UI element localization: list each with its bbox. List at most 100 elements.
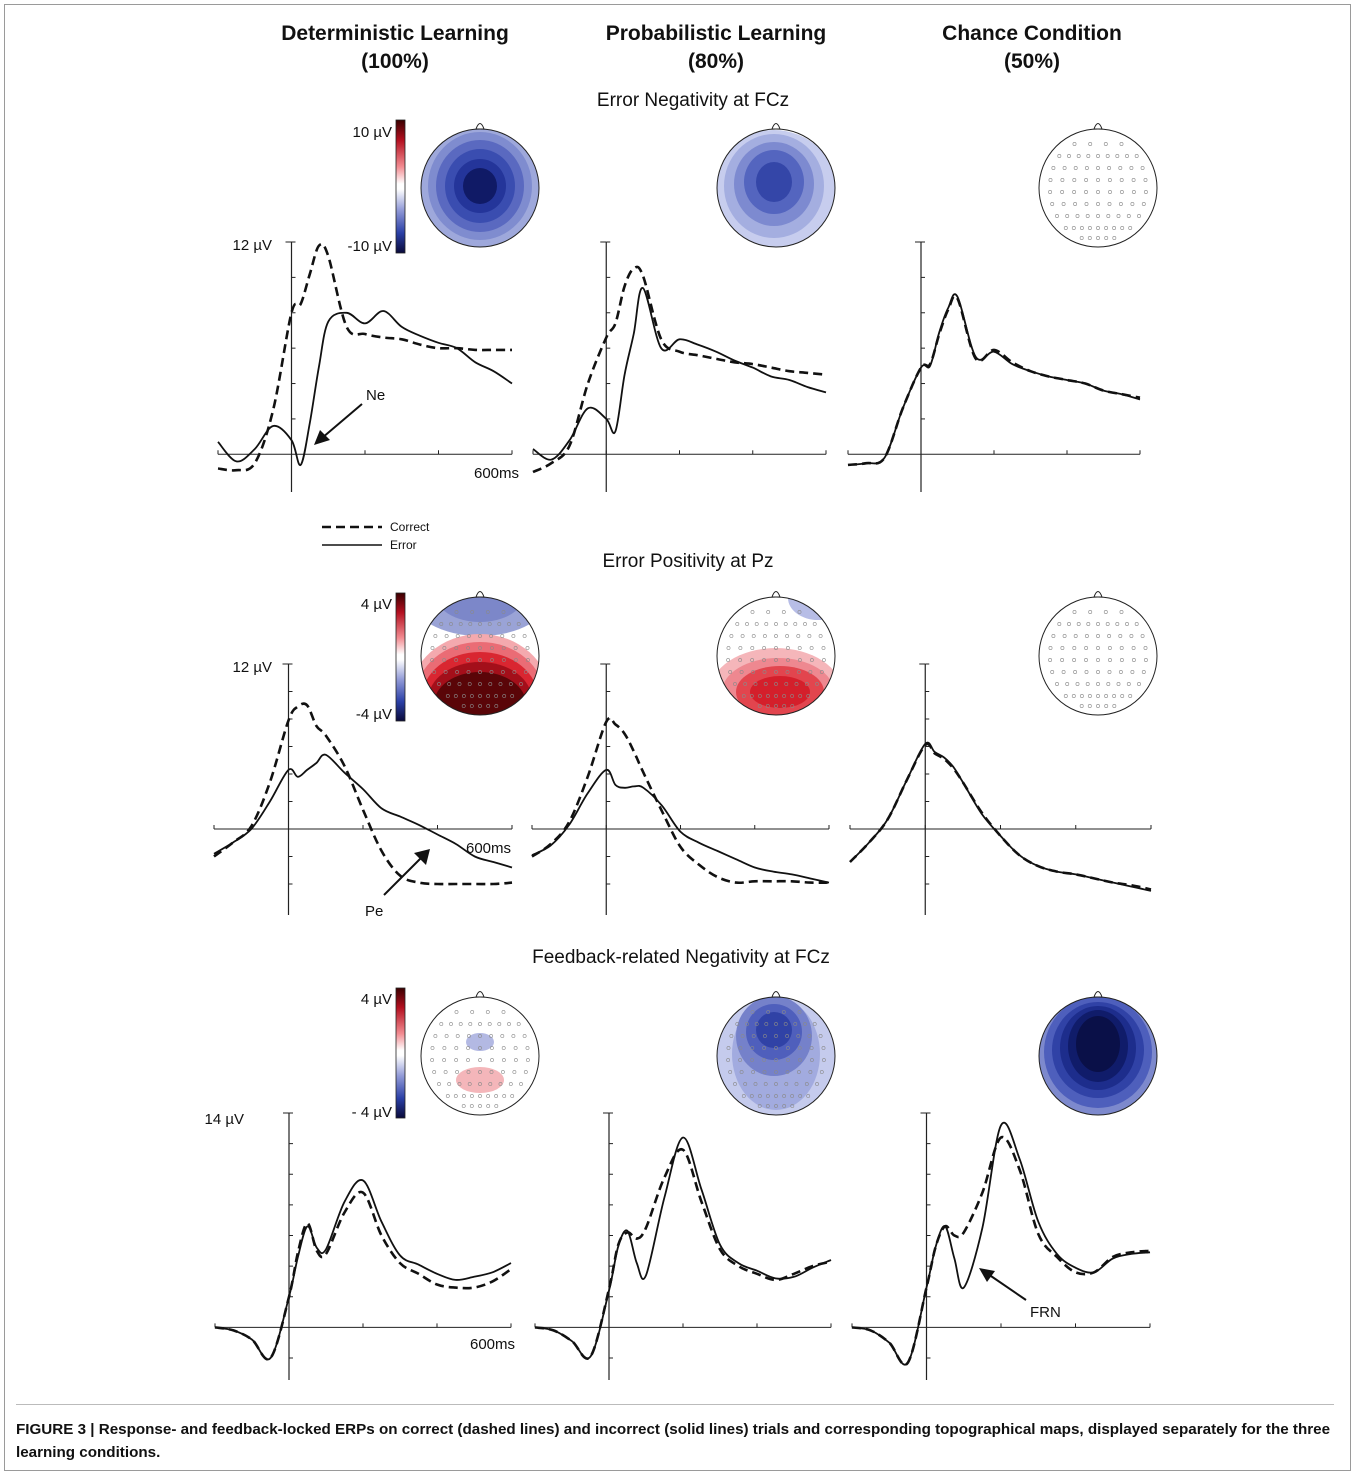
electrode-marker: [1051, 634, 1056, 638]
electrode-marker: [751, 634, 756, 638]
electrode-marker: [1116, 214, 1121, 218]
electrode-marker: [514, 1058, 518, 1062]
electrode-marker: [786, 1058, 790, 1062]
electrode-marker: [494, 694, 499, 698]
electrode-marker: [1084, 202, 1089, 206]
electrode-marker: [797, 1010, 802, 1014]
electrode-marker: [1057, 154, 1062, 158]
electrode-marker: [1084, 670, 1089, 674]
electrode-marker: [1084, 634, 1089, 638]
electrode-marker: [1071, 226, 1076, 230]
electrode-marker: [502, 694, 507, 698]
electrode-marker: [774, 1034, 778, 1038]
electrode-marker: [1063, 694, 1068, 698]
electrode-marker: [454, 658, 459, 662]
electrode-marker: [1104, 236, 1109, 240]
electrode-marker: [1051, 166, 1056, 170]
electrode-marker: [762, 634, 767, 638]
electrode-marker: [1096, 634, 1100, 638]
electrode-marker: [1107, 178, 1112, 182]
electrode-marker: [442, 658, 447, 662]
electrode-marker: [781, 1010, 786, 1014]
electrode-marker: [525, 646, 530, 650]
error-trace-6: [214, 1179, 512, 1361]
electrode-marker: [489, 646, 494, 650]
electrode-marker: [478, 694, 482, 698]
color-scale-ne: [395, 119, 406, 254]
electrode-marker: [469, 704, 474, 708]
electrode-marker: [1141, 202, 1146, 206]
electrode-marker: [469, 1094, 474, 1098]
error-trace-7: [534, 1136, 832, 1360]
electrode-marker: [469, 1104, 474, 1108]
electrode-marker: [726, 1046, 731, 1050]
correct-trace-5: [849, 742, 1152, 891]
electrode-marker: [1128, 694, 1133, 698]
electrode-marker: [782, 1094, 787, 1098]
electrode-marker: [457, 1082, 462, 1086]
electrode-marker: [1115, 622, 1120, 626]
electrode-marker: [739, 1070, 744, 1074]
electrode-marker: [1096, 236, 1100, 240]
electrode-marker: [466, 634, 471, 638]
pe-label: Pe: [365, 903, 383, 920]
electrode-marker: [782, 694, 787, 698]
electrode-marker: [794, 682, 799, 686]
electrode-marker: [1060, 646, 1065, 650]
electrode-marker: [809, 646, 814, 650]
electrode-marker: [786, 658, 790, 662]
electrode-marker: [501, 610, 506, 614]
electrode-marker: [478, 704, 482, 708]
electrode-marker: [1048, 178, 1053, 182]
electrode-marker: [1107, 202, 1112, 206]
electrode-marker: [507, 1022, 511, 1026]
electrode-marker: [757, 1094, 762, 1098]
electrode-marker: [512, 670, 517, 674]
electrode-marker: [774, 646, 778, 650]
electrode-marker: [728, 1070, 733, 1074]
electrode-marker: [461, 694, 466, 698]
row-title-pe: Error Positivity at Pz: [602, 551, 773, 572]
electrode-marker: [750, 1010, 755, 1014]
electrode-marker: [454, 1010, 459, 1014]
electrode-marker: [513, 646, 518, 650]
electrode-marker: [1073, 634, 1078, 638]
electrode-marker: [1096, 658, 1100, 662]
electrode-marker: [726, 658, 731, 662]
electrode-marker: [1107, 634, 1112, 638]
electrode-marker: [1096, 190, 1100, 194]
column-sub-deterministic: (100%): [361, 50, 429, 73]
electrode-marker: [1067, 154, 1071, 158]
electrode-marker: [513, 1046, 518, 1050]
electrode-marker: [739, 670, 744, 674]
electrode-marker: [807, 1034, 812, 1038]
electrode-marker: [490, 658, 494, 662]
electrode-marker: [1075, 214, 1080, 218]
electrode-marker: [1131, 190, 1136, 194]
electrode-marker: [1103, 610, 1108, 614]
caption-label: FIGURE 3 |: [16, 1421, 99, 1438]
topomap-ne-probabilistic: [716, 123, 836, 248]
electrode-marker: [1143, 178, 1148, 182]
electrode-marker: [749, 694, 754, 698]
electrode-marker: [764, 622, 769, 626]
electrode-marker: [751, 1070, 756, 1074]
electrode-marker: [501, 658, 506, 662]
electrode-marker: [1131, 658, 1136, 662]
electrode-marker: [494, 1094, 499, 1098]
electrode-marker: [1107, 166, 1112, 170]
electrode-marker: [1118, 670, 1123, 674]
electrode-marker: [785, 1070, 790, 1074]
electrode-marker: [1107, 670, 1112, 674]
electrode-marker: [442, 1058, 447, 1062]
electrode-marker: [1112, 704, 1117, 708]
electrode-marker: [466, 658, 470, 662]
electrode-marker: [1119, 658, 1124, 662]
electrode-marker: [1108, 658, 1112, 662]
topomap-pe-deterministic: [420, 591, 540, 716]
electrode-marker: [822, 1058, 826, 1062]
electrode-marker: [774, 1094, 778, 1098]
electrode-marker: [519, 1082, 523, 1086]
electrode-marker: [785, 1034, 790, 1038]
electrode-marker: [762, 670, 767, 674]
